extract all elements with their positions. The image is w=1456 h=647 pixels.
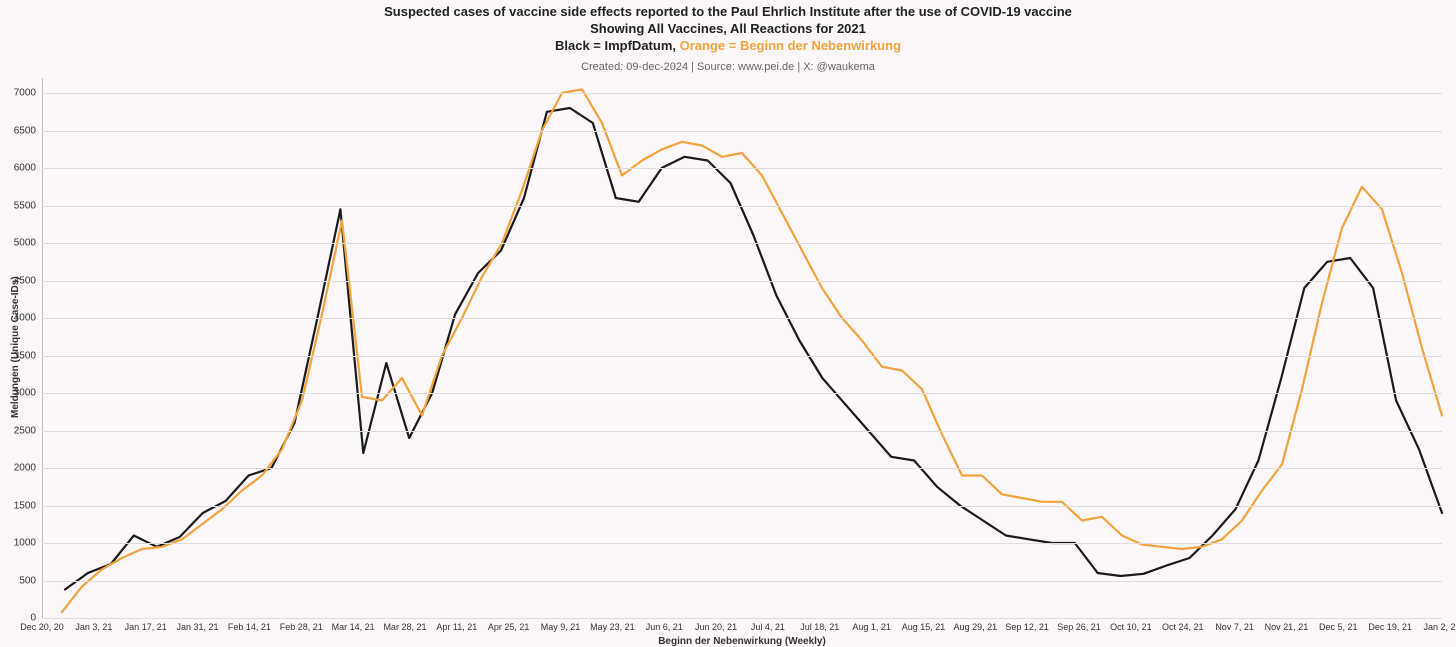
x-tick-label: Jun 6, 21 — [646, 622, 683, 632]
gridline — [42, 393, 1442, 394]
gridline — [42, 281, 1442, 282]
chart-container: Suspected cases of vaccine side effects … — [0, 0, 1456, 647]
series-impfdatum — [65, 108, 1442, 590]
x-tick-label: Jan 3, 21 — [75, 622, 112, 632]
y-tick-label: 1500 — [14, 500, 36, 511]
y-tick-label: 1000 — [14, 538, 36, 549]
x-tick-label: Dec 19, 21 — [1368, 622, 1412, 632]
gridline — [42, 93, 1442, 94]
gridline — [42, 431, 1442, 432]
x-tick-label: Sep 12, 21 — [1005, 622, 1049, 632]
x-tick-label: Apr 25, 21 — [488, 622, 530, 632]
y-tick-label: 6500 — [14, 125, 36, 136]
gridline — [42, 168, 1442, 169]
x-tick-label: Mar 14, 21 — [332, 622, 375, 632]
chart-title-legend: Black = ImpfDatum, Orange = Beginn der N… — [0, 38, 1456, 55]
gridline — [42, 131, 1442, 132]
gridline — [42, 356, 1442, 357]
x-tick-label: Dec 20, 20 — [20, 622, 64, 632]
gridline — [42, 506, 1442, 507]
y-tick-label: 2500 — [14, 425, 36, 436]
x-tick-label: Jan 17, 21 — [125, 622, 167, 632]
legend-black-text: Black = ImpfDatum, — [555, 38, 680, 53]
x-tick-label: Mar 28, 21 — [383, 622, 426, 632]
legend-orange-text: Orange = Beginn der Nebenwirkung — [680, 38, 901, 53]
chart-subtitle: Created: 09-dec-2024 | Source: www.pei.d… — [0, 61, 1456, 73]
x-tick-label: Nov 7, 21 — [1215, 622, 1254, 632]
y-tick-label: 500 — [19, 575, 36, 586]
x-tick-label: Aug 29, 21 — [954, 622, 998, 632]
x-tick-label: Aug 1, 21 — [852, 622, 891, 632]
gridline — [42, 318, 1442, 319]
x-axis-title: Beginn der Nebenwirkung (Weekly) — [42, 636, 1442, 647]
plot-area: 0500100015002000250030003500400045005000… — [42, 78, 1442, 618]
gridline — [42, 543, 1442, 544]
x-tick-label: Nov 21, 21 — [1265, 622, 1309, 632]
x-tick-label: Oct 24, 21 — [1162, 622, 1204, 632]
gridline — [42, 581, 1442, 582]
x-tick-label: Dec 5, 21 — [1319, 622, 1358, 632]
chart-title-line2: Showing All Vaccines, All Reactions for … — [0, 21, 1456, 38]
x-tick-label: Jul 4, 21 — [751, 622, 785, 632]
y-tick-label: 5500 — [14, 200, 36, 211]
x-tick-label: Jul 18, 21 — [800, 622, 839, 632]
line-series-svg — [42, 78, 1442, 618]
gridline — [42, 243, 1442, 244]
y-tick-label: 7000 — [14, 88, 36, 99]
x-tick-label: Jan 2, 22 — [1423, 622, 1456, 632]
x-tick-label: Sep 26, 21 — [1057, 622, 1101, 632]
x-tick-label: May 23, 21 — [590, 622, 635, 632]
x-tick-label: Apr 11, 21 — [436, 622, 477, 632]
y-tick-label: 6000 — [14, 163, 36, 174]
x-tick-label: Feb 14, 21 — [228, 622, 271, 632]
gridline — [42, 206, 1442, 207]
chart-title-line1: Suspected cases of vaccine side effects … — [0, 4, 1456, 21]
gridline — [42, 618, 1442, 619]
x-tick-label: Jan 31, 21 — [177, 622, 219, 632]
x-tick-label: Jun 20, 21 — [695, 622, 737, 632]
y-axis-title: Meldungen (Unique Case-IDs) — [10, 276, 21, 418]
y-tick-label: 2000 — [14, 463, 36, 474]
y-tick-label: 5000 — [14, 238, 36, 249]
x-tick-label: Feb 28, 21 — [280, 622, 323, 632]
x-tick-label: May 9, 21 — [541, 622, 581, 632]
x-tick-label: Aug 15, 21 — [902, 622, 946, 632]
x-tick-label: Oct 10, 21 — [1110, 622, 1152, 632]
chart-titles: Suspected cases of vaccine side effects … — [0, 4, 1456, 73]
gridline — [42, 468, 1442, 469]
